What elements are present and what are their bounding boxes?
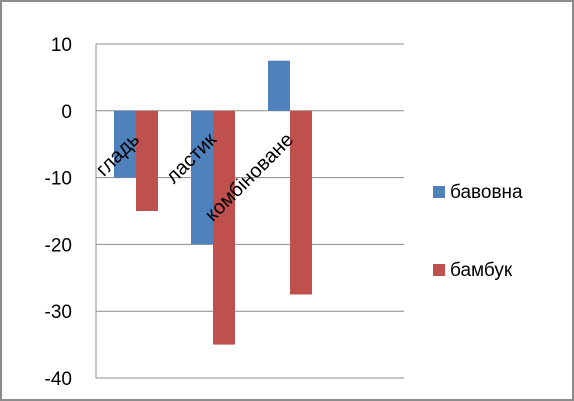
y-tick-label: -30 (45, 302, 72, 323)
legend-swatch (433, 186, 445, 198)
y-tick-labels: 10 0 -10 -20 -30 -40 (45, 35, 72, 390)
legend-swatch (433, 264, 445, 276)
y-tick-label: -40 (45, 369, 72, 390)
y-tick-label: -20 (45, 235, 72, 256)
legend-label: бавовна (450, 182, 523, 203)
bar-series2 (213, 110, 235, 345)
legend: бавовна бамбук (433, 182, 523, 281)
bar-series1 (268, 60, 290, 111)
bar-series2 (136, 110, 158, 211)
y-tick-label: 0 (61, 102, 72, 123)
bar-series2 (290, 110, 312, 295)
bar-series1 (114, 110, 136, 178)
y-tick-label: 10 (51, 35, 72, 56)
bars (114, 60, 312, 345)
bar-series1 (191, 110, 213, 245)
legend-label: бамбук (450, 260, 513, 281)
y-tick-label: -10 (45, 169, 72, 190)
